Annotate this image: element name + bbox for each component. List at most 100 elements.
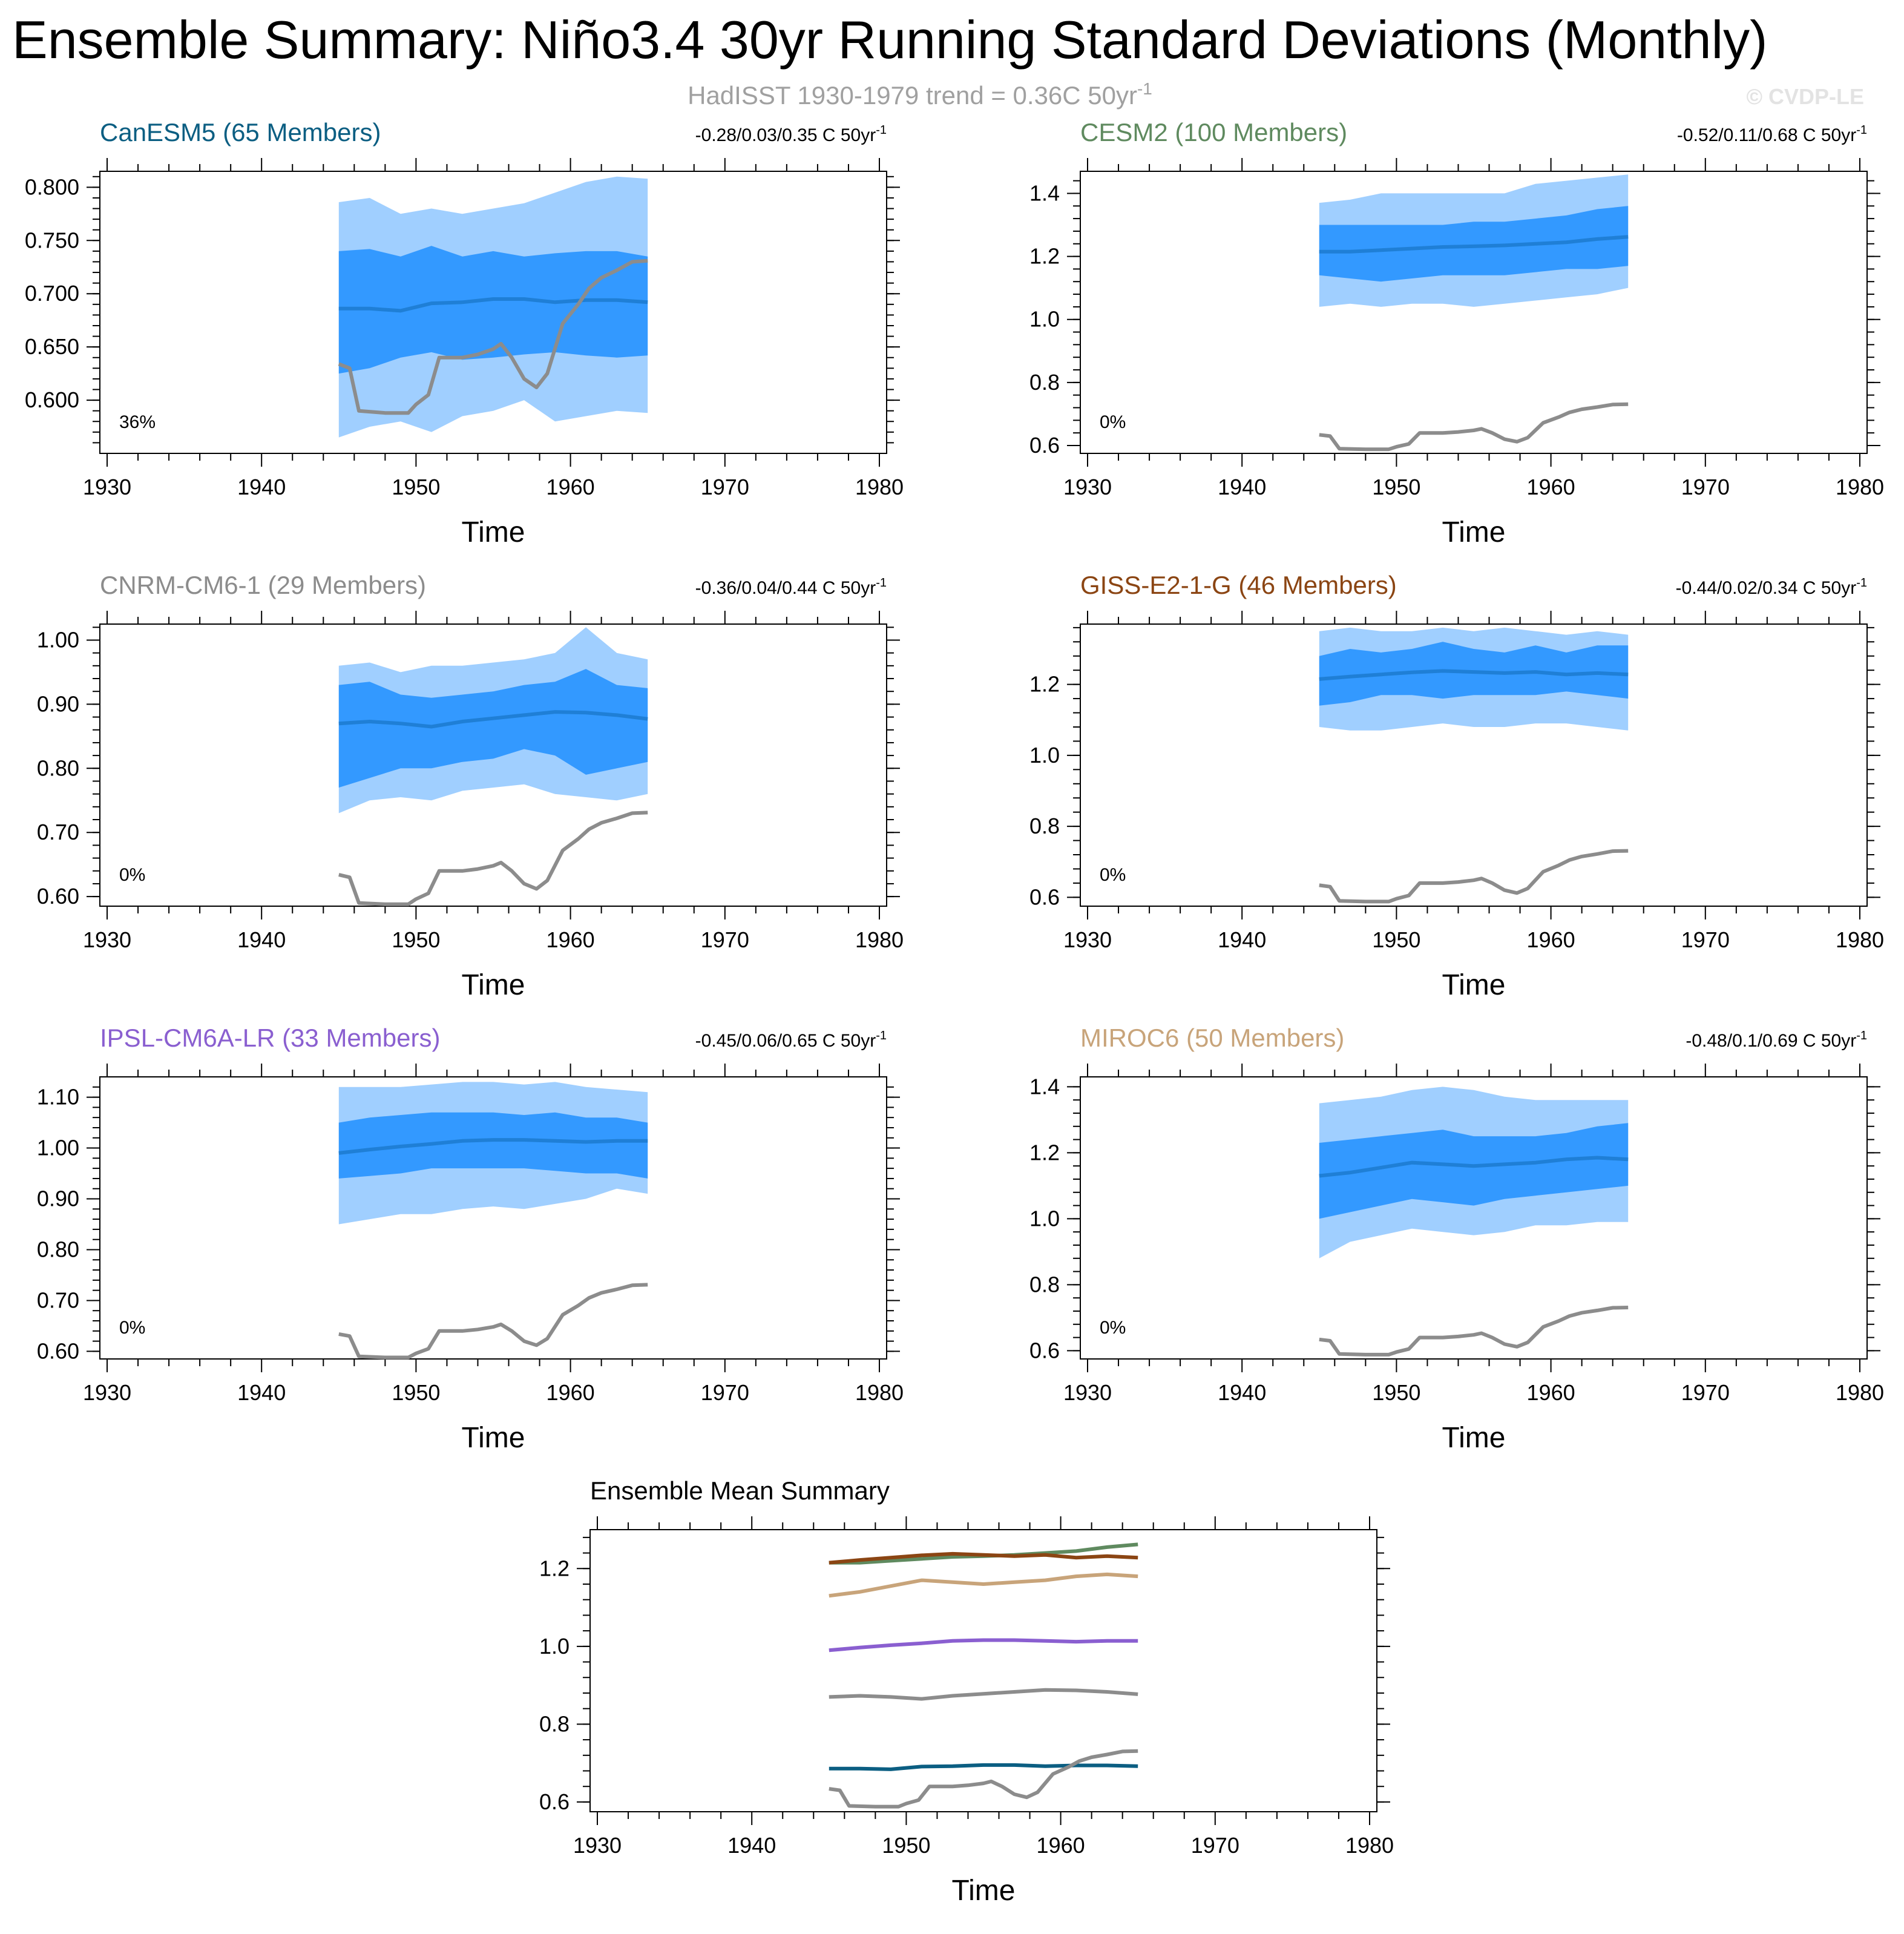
x-tick-label: 1980 [855, 475, 904, 499]
x-tick-label: 1980 [1836, 927, 1884, 952]
percent-label: 0% [119, 1318, 145, 1338]
x-tick-label: 1970 [701, 475, 749, 499]
x-tick-label: 1950 [1372, 1380, 1420, 1405]
figure-subtitle: HadISST 1930-1979 trend = 0.36C 50yr-1 [688, 79, 1152, 110]
plot-frame [1080, 623, 1868, 907]
ensemble-mean-line [338, 1138, 648, 1155]
plot-frame [1080, 171, 1868, 454]
y-tick-label: 1.00 [37, 1136, 79, 1160]
panel-title: CanESM5 (65 Members) [100, 118, 381, 146]
trend-label: -0.28/0.03/0.35 C 50yr-1 [695, 123, 887, 145]
figure-title: Ensemble Summary: Niño3.4 30yr Running S… [12, 10, 1767, 70]
inner-band [338, 246, 648, 374]
y-tick-label: 0.70 [37, 820, 79, 844]
percent-label: 0% [1100, 412, 1126, 432]
y-tick-label: 1.0 [1029, 743, 1060, 768]
x-axis-label: Time [952, 1875, 1016, 1907]
plot-frame [1080, 1076, 1868, 1360]
x-tick-label: 1960 [1527, 475, 1575, 499]
y-tick-label: 0.8 [539, 1711, 570, 1736]
y-tick-label: 0.80 [37, 755, 79, 780]
x-tick-label: 1950 [1372, 475, 1420, 499]
trend-label: -0.36/0.04/0.44 C 50yr-1 [695, 576, 887, 598]
x-tick-label: 1970 [701, 927, 749, 952]
panel-title: IPSL-CM6A-LR (33 Members) [100, 1024, 440, 1052]
panel-title: GISS-E2-1-G (46 Members) [1080, 571, 1397, 599]
ensemble-mean-series-line [829, 1572, 1138, 1598]
x-tick-label: 1950 [392, 927, 440, 952]
ensemble-mean-line [338, 710, 648, 729]
x-tick-label: 1940 [237, 1380, 286, 1405]
x-tick-label: 1930 [1063, 927, 1112, 952]
observed-line [1319, 849, 1629, 904]
x-tick-label: 1930 [83, 927, 131, 952]
plot-frame [589, 1529, 1377, 1812]
inner-band [1319, 1123, 1629, 1219]
x-tick-label: 1980 [1345, 1833, 1394, 1858]
trend-label: -0.52/0.11/0.68 C 50yr-1 [1677, 123, 1867, 145]
y-tick-label: 0.80 [37, 1237, 79, 1261]
trend-label: -0.44/0.02/0.34 C 50yr-1 [1676, 576, 1867, 598]
x-axis-label: Time [1442, 516, 1506, 548]
panel-4: 1930 1940 1950 1960 1970 1980 1.2 1.0 0.8 0.6 GISS… [1029, 571, 1884, 1001]
y-tick-label: 1.2 [1029, 244, 1060, 269]
x-tick-label: 1980 [1836, 1380, 1884, 1405]
ensemble-mean-series-line [829, 1638, 1138, 1653]
x-axis-label: Time [462, 969, 525, 1001]
observed-line [1319, 402, 1629, 452]
y-tick-label: 1.2 [539, 1556, 570, 1580]
observed-line [829, 1749, 1138, 1809]
y-tick-label: 1.10 [37, 1085, 79, 1110]
y-tick-label: 0.60 [37, 884, 79, 909]
x-tick-label: 1940 [1218, 927, 1266, 952]
y-tick-label: 0.800 [25, 174, 79, 199]
inner-band [338, 1112, 648, 1179]
panel-title: Ensemble Mean Summary [590, 1476, 890, 1505]
plot-frame [99, 171, 887, 454]
observed-line [338, 1283, 648, 1360]
x-tick-label: 1970 [1681, 927, 1730, 952]
x-tick-label: 1930 [573, 1833, 622, 1858]
y-tick-label: 1.0 [1029, 1206, 1060, 1231]
panel-title: CESM2 (100 Members) [1080, 118, 1347, 146]
x-tick-label: 1930 [1063, 1380, 1112, 1405]
y-tick-label: 0.8 [1029, 370, 1060, 395]
ensemble-mean-series-line [829, 1551, 1138, 1565]
ensemble-mean-line [1319, 669, 1629, 681]
ensemble-mean-line [338, 297, 648, 313]
x-tick-label: 1930 [83, 1380, 131, 1405]
plot-frame [99, 623, 887, 907]
x-tick-label: 1970 [1681, 475, 1730, 499]
y-tick-label: 0.650 [25, 334, 79, 359]
trend-label: -0.48/0.1/0.69 C 50yr-1 [1686, 1029, 1867, 1051]
y-tick-label: 0.6 [1029, 884, 1060, 909]
x-tick-label: 1960 [1527, 1380, 1575, 1405]
y-tick-label: 0.6 [1029, 433, 1060, 458]
y-tick-label: 1.2 [1029, 672, 1060, 697]
y-tick-label: 1.2 [1029, 1140, 1060, 1165]
observed-line [338, 258, 648, 415]
x-tick-label: 1940 [1218, 475, 1266, 499]
plot-frame [99, 1076, 887, 1360]
ensemble-mean-line [1319, 1156, 1629, 1178]
panel-2: 1930 1940 1950 1960 1970 1980 1.4 1.2 1.0 0.8 0.6 C… [1029, 118, 1884, 548]
panel-title: MIROC6 (50 Members) [1080, 1024, 1344, 1052]
panel-5: 1930 1940 1950 1960 1970 1980 1.10 1.00 0.90 0.80… [37, 1024, 904, 1454]
x-tick-label: 1930 [83, 475, 131, 499]
ensemble-mean-series-line [829, 1688, 1138, 1701]
inner-band [1319, 206, 1629, 282]
x-tick-label: 1950 [1372, 927, 1420, 952]
y-tick-label: 0.700 [25, 281, 79, 306]
y-tick-label: 0.6 [1029, 1338, 1060, 1363]
x-tick-label: 1960 [547, 1380, 595, 1405]
observed-line [338, 811, 648, 906]
y-tick-label: 1.0 [1029, 307, 1060, 332]
percent-label: 0% [1100, 865, 1126, 885]
ensemble-mean-line [1319, 235, 1629, 254]
y-tick-label: 0.90 [37, 1186, 79, 1211]
x-axis-label: Time [1442, 1422, 1506, 1454]
y-tick-label: 1.4 [1029, 1074, 1060, 1099]
x-tick-label: 1980 [1836, 475, 1884, 499]
x-tick-label: 1950 [882, 1833, 930, 1858]
